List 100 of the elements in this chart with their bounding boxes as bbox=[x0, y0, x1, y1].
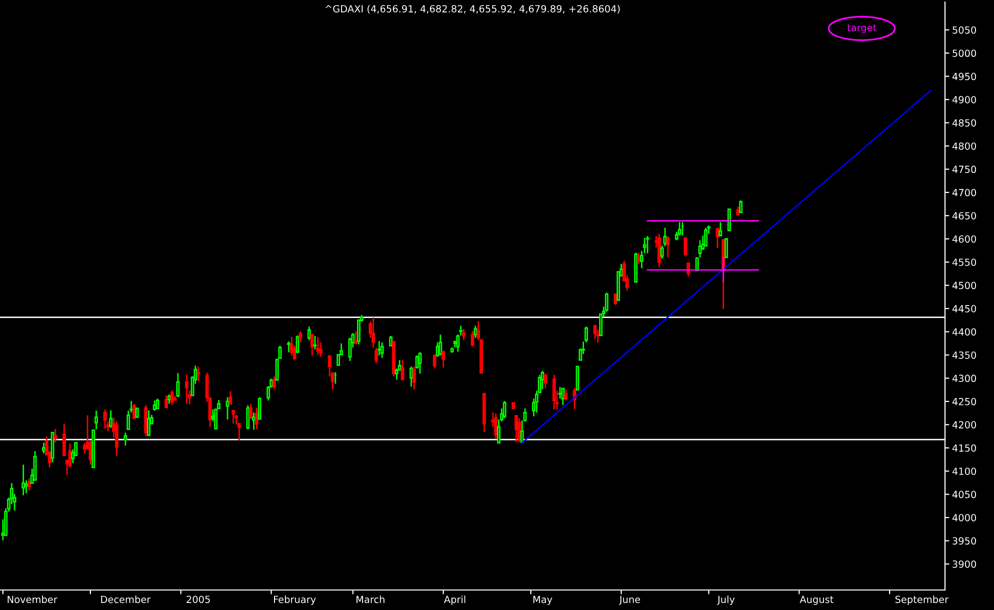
candlestick bbox=[646, 235, 650, 254]
candlestick bbox=[290, 336, 294, 356]
candlestick bbox=[666, 236, 670, 258]
y-tick-label: 4350 bbox=[952, 351, 976, 359]
candlestick bbox=[316, 336, 320, 356]
candlestick bbox=[109, 410, 113, 429]
candlestick bbox=[167, 394, 171, 404]
candlestick bbox=[357, 318, 360, 345]
x-tick-label: 2005 bbox=[186, 596, 210, 604]
candlestick bbox=[54, 428, 58, 443]
candlestick bbox=[152, 400, 156, 412]
x-tick-label: August bbox=[800, 596, 834, 605]
candlestick bbox=[156, 398, 160, 410]
y-tick-label: 4300 bbox=[952, 374, 976, 382]
y-tick-label: 3900 bbox=[952, 560, 976, 568]
annotation: target bbox=[847, 24, 876, 34]
candlestick bbox=[474, 325, 478, 338]
y-tick-label: 4400 bbox=[952, 328, 976, 336]
candlestick bbox=[124, 432, 128, 446]
candlestick bbox=[252, 412, 256, 430]
candlestick bbox=[103, 408, 107, 430]
candlestick bbox=[170, 390, 174, 406]
candlestick bbox=[415, 354, 419, 370]
y-tick-label: 4700 bbox=[952, 188, 976, 196]
candlestick bbox=[593, 325, 597, 340]
y-tick-label: 4200 bbox=[952, 421, 976, 428]
candlestick bbox=[196, 366, 200, 382]
candlestick bbox=[502, 400, 506, 419]
x-tick-label: July bbox=[717, 596, 735, 605]
candlestick bbox=[228, 390, 232, 405]
candlestick bbox=[412, 366, 416, 390]
candlestick bbox=[94, 410, 98, 430]
candlestick bbox=[328, 355, 332, 378]
y-tick-label: 4550 bbox=[952, 258, 976, 266]
x-tick-label: June bbox=[618, 596, 640, 605]
candlestick bbox=[576, 364, 580, 391]
x-tick-label: April bbox=[444, 596, 466, 605]
candlestick bbox=[637, 252, 640, 265]
candlestick bbox=[380, 342, 384, 358]
candlestick bbox=[418, 352, 422, 374]
candlestick bbox=[438, 334, 442, 356]
candlestick bbox=[374, 346, 378, 364]
y-tick-label: 4250 bbox=[952, 398, 976, 406]
candlestick bbox=[272, 376, 276, 390]
x-tick-label: December bbox=[101, 596, 151, 604]
candlestick bbox=[254, 407, 258, 430]
candlestick bbox=[552, 374, 556, 410]
candlestick bbox=[234, 414, 238, 426]
candlestick bbox=[400, 359, 404, 380]
candlestick bbox=[389, 335, 393, 346]
chart-title: ^GDAXI (4,656.91, 4,682.82, 4,655.92, 4,679.89, +26.8604) bbox=[325, 4, 620, 14]
y-tick-label: 4500 bbox=[952, 282, 976, 290]
candlestick bbox=[727, 208, 731, 232]
x-tick-label: May bbox=[533, 596, 552, 605]
candlestick bbox=[462, 328, 466, 341]
candlestick bbox=[686, 262, 690, 278]
candlestick bbox=[678, 221, 682, 236]
y-tick-label: 4450 bbox=[952, 305, 976, 312]
y-tick-label: 4100 bbox=[952, 468, 976, 475]
y-tick-label: 4800 bbox=[952, 142, 976, 150]
candlestick bbox=[684, 237, 688, 258]
candlestick bbox=[232, 410, 236, 424]
candlestick bbox=[130, 400, 133, 414]
candlestick bbox=[596, 329, 600, 344]
y-tick-label: 4650 bbox=[952, 212, 976, 220]
candlestick bbox=[561, 388, 565, 406]
candlestick bbox=[739, 200, 743, 214]
candlestick bbox=[249, 403, 253, 419]
candlestick bbox=[313, 335, 317, 350]
y-tick-label: 4750 bbox=[952, 166, 976, 174]
candlestick bbox=[287, 340, 290, 353]
candlestick bbox=[22, 464, 26, 496]
candlestick bbox=[544, 374, 548, 390]
candlestick bbox=[184, 374, 188, 404]
y-tick-label: 4000 bbox=[952, 514, 976, 522]
y-tick-label: 4150 bbox=[952, 444, 976, 452]
candlestick bbox=[114, 420, 118, 456]
candlestick bbox=[724, 238, 728, 258]
candlestick bbox=[614, 292, 618, 306]
y-tick-label: 4850 bbox=[952, 119, 976, 127]
candlestick bbox=[176, 372, 180, 398]
candlestick bbox=[494, 412, 498, 440]
candlestick bbox=[718, 221, 722, 236]
candlestick bbox=[82, 442, 86, 454]
candlestick bbox=[147, 410, 150, 436]
candlestick bbox=[394, 368, 398, 380]
candlestick bbox=[298, 330, 302, 344]
x-tick-label: November bbox=[8, 596, 58, 604]
candlestick bbox=[27, 478, 31, 492]
candlestick bbox=[517, 417, 521, 443]
y-tick-label: 3950 bbox=[952, 537, 976, 545]
x-tick-label: March bbox=[356, 596, 384, 604]
candlestick bbox=[62, 423, 66, 456]
x-tick-label: September bbox=[895, 596, 949, 605]
candlestick bbox=[336, 353, 340, 366]
candlestick bbox=[432, 354, 436, 370]
candlestick bbox=[164, 394, 168, 408]
y-tick-label: 4600 bbox=[952, 235, 976, 243]
candlestick bbox=[442, 350, 446, 368]
y-tick-label: 4950 bbox=[952, 72, 976, 80]
